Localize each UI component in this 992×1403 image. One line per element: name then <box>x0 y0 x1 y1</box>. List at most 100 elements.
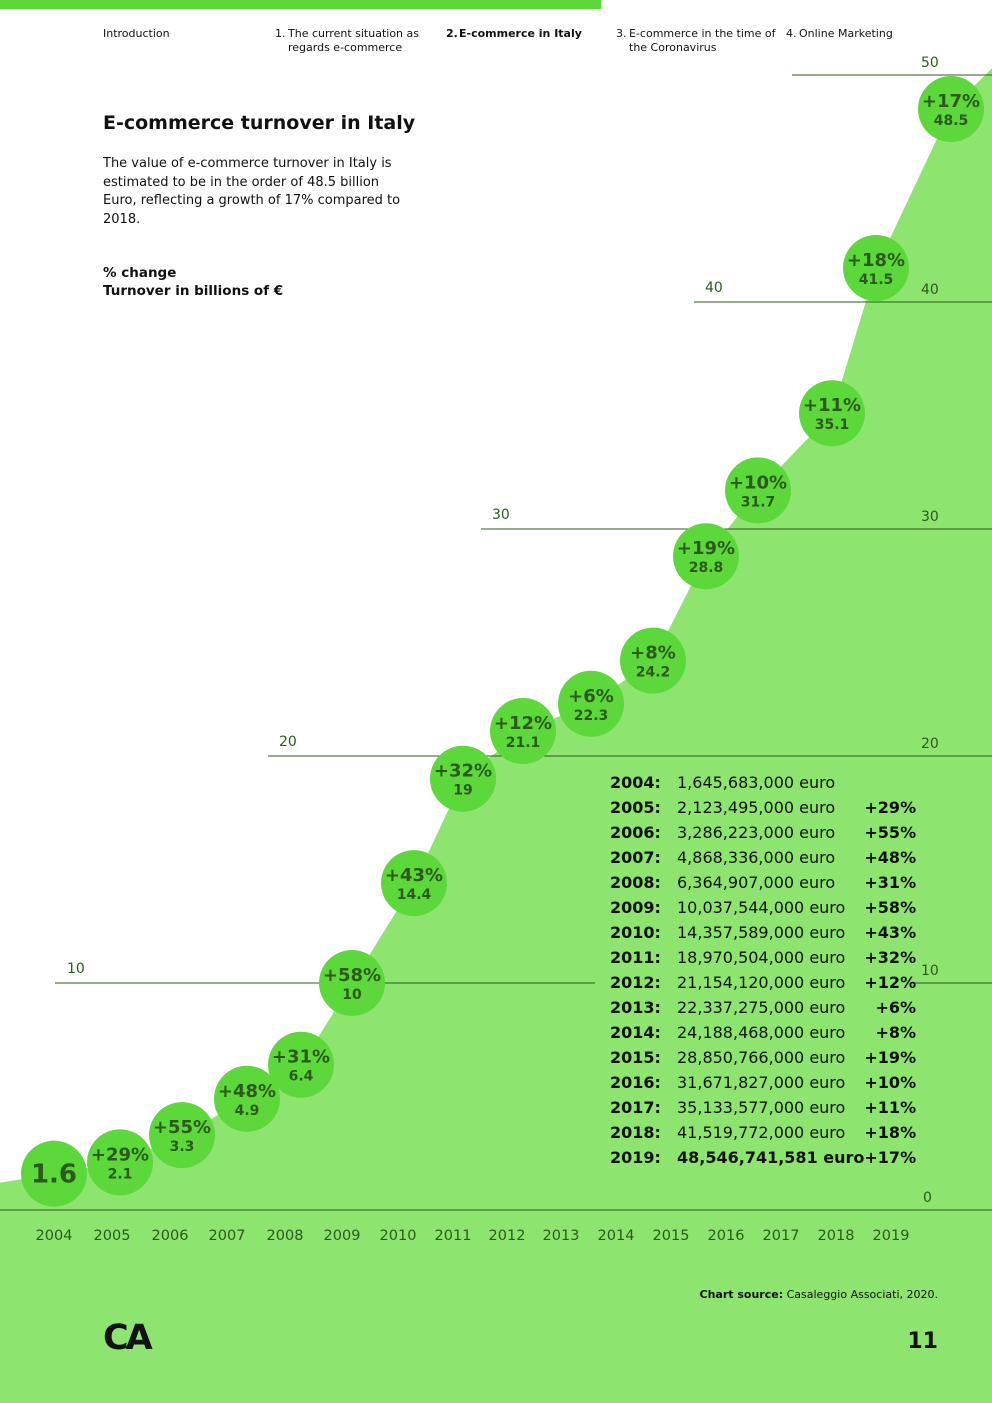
table-cell-pct: +55% <box>864 823 917 842</box>
bubble-pct: +11% <box>803 395 861 416</box>
data-bubble <box>725 457 791 524</box>
table-cell-pct: +17% <box>864 1148 917 1167</box>
table-cell-value: 6,364,907,000 euro <box>677 873 836 892</box>
bubble-pct: +48% <box>218 1081 276 1102</box>
x-tick-label: 2012 <box>489 1228 526 1244</box>
table-cell-value: 22,337,275,000 euro <box>677 998 846 1017</box>
bubble-value: 41.5 <box>859 272 894 288</box>
bubble-pct: +18% <box>847 250 905 271</box>
table-cell-pct: +19% <box>864 1048 917 1067</box>
y-tick-label: 20 <box>279 734 297 750</box>
bubble-value: 6.4 <box>289 1069 314 1085</box>
table-cell-pct: +18% <box>864 1123 917 1142</box>
top-progress-bar <box>0 0 601 9</box>
table-cell-year: 2015: <box>610 1048 661 1067</box>
table-row: 2019: 48,546,741,581 euro +17% <box>610 1145 916 1170</box>
bubble-pct: +55% <box>153 1117 211 1138</box>
bubble-pct: +43% <box>385 865 443 886</box>
y-tick-label: 10 <box>921 963 939 979</box>
table-row: 2010: 14,357,589,000 euro +43% <box>610 920 916 945</box>
table-cell-year: 2006: <box>610 823 661 842</box>
table-cell-pct: +8% <box>875 1023 917 1042</box>
table-cell-year: 2019: <box>610 1148 661 1167</box>
x-tick-label: 2010 <box>380 1228 417 1244</box>
page-number: 11 <box>907 1329 938 1354</box>
bubble-value: 3.3 <box>170 1139 195 1155</box>
nav-label: E-commerce in Italy <box>459 27 582 40</box>
nav-current-situation[interactable]: 1. The current situation as regards e-co… <box>275 27 425 55</box>
table-row: 2015: 28,850,766,000 euro +19% <box>610 1045 916 1070</box>
nav-label: Online Marketing <box>799 27 893 40</box>
table-row: 2017: 35,133,577,000 euro +11% <box>610 1095 916 1120</box>
chart-source-text: Casaleggio Associati, 2020. <box>786 1288 938 1301</box>
data-bubble <box>843 234 909 301</box>
data-bubble <box>87 1129 153 1196</box>
nav-online-marketing[interactable]: 4. Online Marketing <box>786 27 936 41</box>
table-cell-pct: +11% <box>864 1098 917 1117</box>
table-cell-value: 3,286,223,000 euro <box>677 823 836 842</box>
nav-number: 1. <box>275 27 286 40</box>
y-tick-label: 50 <box>921 55 939 71</box>
bubble-pct: +10% <box>729 472 787 493</box>
nav-coronavirus[interactable]: 3. E-commerce in the time of the Coronav… <box>616 27 776 55</box>
bubble-pct: +31% <box>272 1047 330 1068</box>
bubble-pct: +8% <box>630 643 676 664</box>
x-tick-label: 2008 <box>267 1228 304 1244</box>
table-cell-year: 2018: <box>610 1123 661 1142</box>
data-bubble <box>214 1065 280 1132</box>
data-bubble <box>319 950 385 1016</box>
table-cell-year: 2008: <box>610 873 661 892</box>
x-tick-label: 2014 <box>598 1228 635 1244</box>
table-cell-pct: +10% <box>864 1073 917 1092</box>
table-cell-value: 31,671,827,000 euro <box>677 1073 846 1092</box>
page-title: E-commerce turnover in Italy <box>103 112 416 134</box>
bubble-value: 35.1 <box>815 417 850 433</box>
table-cell-value: 41,519,772,000 euro <box>677 1123 846 1142</box>
bubble-value: 4.9 <box>235 1103 260 1119</box>
bubble-value: 21.1 <box>506 735 541 751</box>
bubble-value: 48.5 <box>934 113 969 129</box>
nav-number: 3. <box>616 27 627 40</box>
x-tick-label: 2019 <box>873 1228 910 1244</box>
x-tick-label: 2017 <box>763 1228 800 1244</box>
data-bubble <box>381 850 447 917</box>
table-cell-year: 2017: <box>610 1098 661 1117</box>
table-cell-value: 28,850,766,000 euro <box>677 1048 846 1067</box>
table-cell-pct: +32% <box>864 948 917 967</box>
table-cell-pct: +31% <box>864 873 917 892</box>
nav-label: E-commerce in the time of the Coronaviru… <box>629 27 776 54</box>
table-row: 2006: 3,286,223,000 euro +55% <box>610 820 916 845</box>
page-description: The value of e-commerce turnover in Ital… <box>103 156 401 227</box>
nav-introduction[interactable]: Introduction <box>103 27 253 41</box>
x-tick-label: 2004 <box>36 1228 73 1244</box>
table-row: 2018: 41,519,772,000 euro +18% <box>610 1120 916 1145</box>
x-tick-label: 2015 <box>653 1228 690 1244</box>
bubble-pct: +12% <box>494 713 552 734</box>
table-cell-value: 48,546,741,581 euro <box>677 1148 865 1167</box>
y-tick-label: 40 <box>705 280 723 296</box>
bubble-value: 31.7 <box>741 494 776 510</box>
data-bubble <box>620 627 686 694</box>
table-row: 2009: 10,037,544,000 euro +58% <box>610 895 916 920</box>
x-tick-label: 2018 <box>818 1228 855 1244</box>
nav-ecommerce-italy[interactable]: 2. E-commerce in Italy <box>446 27 596 41</box>
y-tick-label: 30 <box>492 507 510 523</box>
y-tick-label: 30 <box>921 509 939 525</box>
table-cell-pct: +29% <box>864 798 917 817</box>
table-cell-year: 2011: <box>610 948 661 967</box>
table-cell-value: 18,970,504,000 euro <box>677 948 846 967</box>
bubble-pct: +29% <box>91 1144 149 1165</box>
chart-source-label: Chart source: <box>699 1288 784 1301</box>
x-tick-label: 2016 <box>708 1228 745 1244</box>
table-row: 2014: 24,188,468,000 euro +8% <box>610 1020 916 1045</box>
table-cell-pct <box>864 770 916 795</box>
nav-number: 4. <box>786 27 797 40</box>
nav-label: Introduction <box>103 27 170 40</box>
table-row: 2011: 18,970,504,000 euro +32% <box>610 945 916 970</box>
x-tick-label: 2007 <box>209 1228 246 1244</box>
table-cell-value: 10,037,544,000 euro <box>677 898 846 917</box>
table-cell-year: 2004: <box>610 773 661 792</box>
bubble-value: 28.8 <box>689 560 724 576</box>
table-cell-year: 2016: <box>610 1073 661 1092</box>
